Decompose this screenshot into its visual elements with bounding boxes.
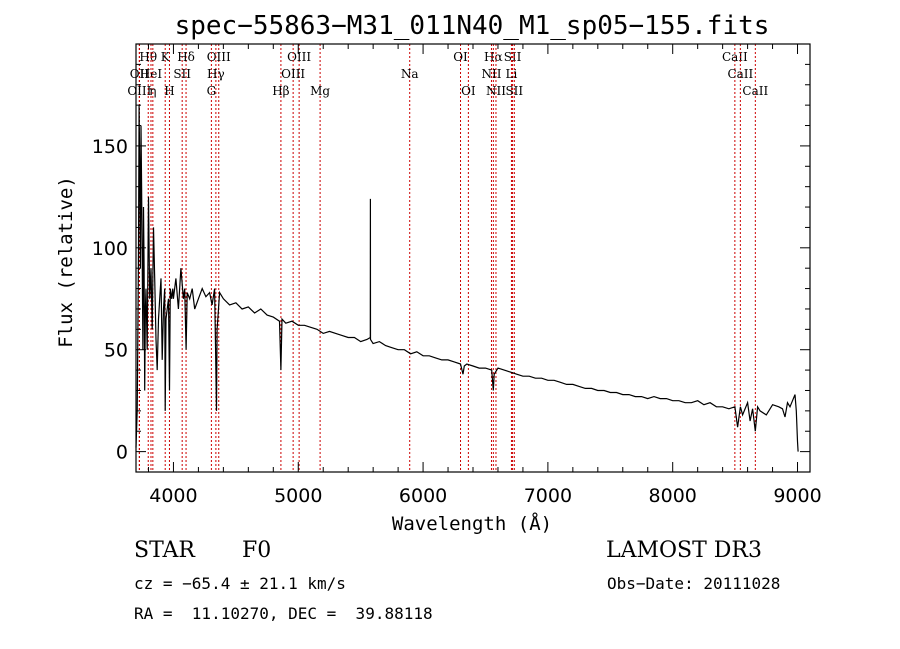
spectral-line-label: Hβ (272, 84, 289, 98)
spectral-line-label: G (207, 84, 217, 98)
spectral-line-label: CaII (742, 84, 768, 98)
spectral-line-label: CaII (722, 50, 748, 64)
spectral-line-label: OIII (127, 84, 151, 98)
spectral-line-label: HeI (140, 67, 163, 81)
y-tick-label: 100 (92, 238, 128, 260)
spectral-line-label: SII (505, 84, 523, 98)
spectral-line-label: K (161, 50, 171, 64)
chart-title: spec−55863−M31_011N40_M1_sp05−155.fits (175, 11, 770, 41)
plot-frame (135, 43, 811, 473)
coordinates: RA = 11.10270, DEC = 39.88118 (134, 604, 433, 623)
spectral-line-label: Li (506, 67, 518, 81)
spectral-line-label: OIII (287, 50, 311, 64)
y-tick-label: 50 (104, 340, 128, 362)
spectral-line-label: Hα (484, 50, 503, 64)
survey-name: LAMOST DR3 (606, 538, 762, 563)
spectral-line-label: OI (461, 84, 476, 98)
spectral-line-label: OIII (281, 67, 305, 81)
spectral-line-label: OI (453, 50, 468, 64)
spectral-line-label: Na (401, 67, 419, 81)
x-tick-label: 4000 (149, 485, 197, 507)
spectral-line-label: Hγ (207, 67, 225, 81)
y-axis-label: Flux (relative) (55, 176, 77, 348)
object-class: STAR (134, 538, 195, 563)
spectrum-series-line (135, 105, 799, 452)
spectral-line-label: NII (481, 67, 501, 81)
spectral-line-label: OIII (207, 50, 231, 64)
spectral-line-label: H (164, 84, 174, 98)
spectral-line-label: η (149, 84, 156, 98)
x-tick-label: 5000 (274, 485, 322, 507)
spectral-line-label: SII (173, 67, 191, 81)
x-tick-label: 7000 (524, 485, 572, 507)
spectral-line-label: Hδ (177, 50, 195, 64)
x-tick-label: 9000 (773, 485, 821, 507)
redshift-cz: cz = −65.4 ± 21.1 km/s (134, 574, 346, 593)
spectral-line-label: NII (486, 84, 506, 98)
spectral-line-label: Hθ (139, 50, 157, 64)
x-tick-label: 6000 (399, 485, 447, 507)
object-subclass: F0 (242, 538, 272, 563)
x-tick-label: 8000 (649, 485, 697, 507)
observation-date: Obs−Date: 20111028 (607, 574, 781, 593)
spectral-line-label: SII (504, 50, 522, 64)
y-tick-label: 0 (116, 442, 128, 464)
y-tick-label: 150 (92, 136, 128, 158)
spectral-line-label: Mg (310, 84, 330, 98)
spectral-line-label: CaII (727, 67, 753, 81)
axis-ticks: 4000 5000 6000 7000 8000 9000 0 50 100 150 (92, 44, 822, 507)
x-axis-label: Wavelength (Å) (392, 512, 552, 535)
